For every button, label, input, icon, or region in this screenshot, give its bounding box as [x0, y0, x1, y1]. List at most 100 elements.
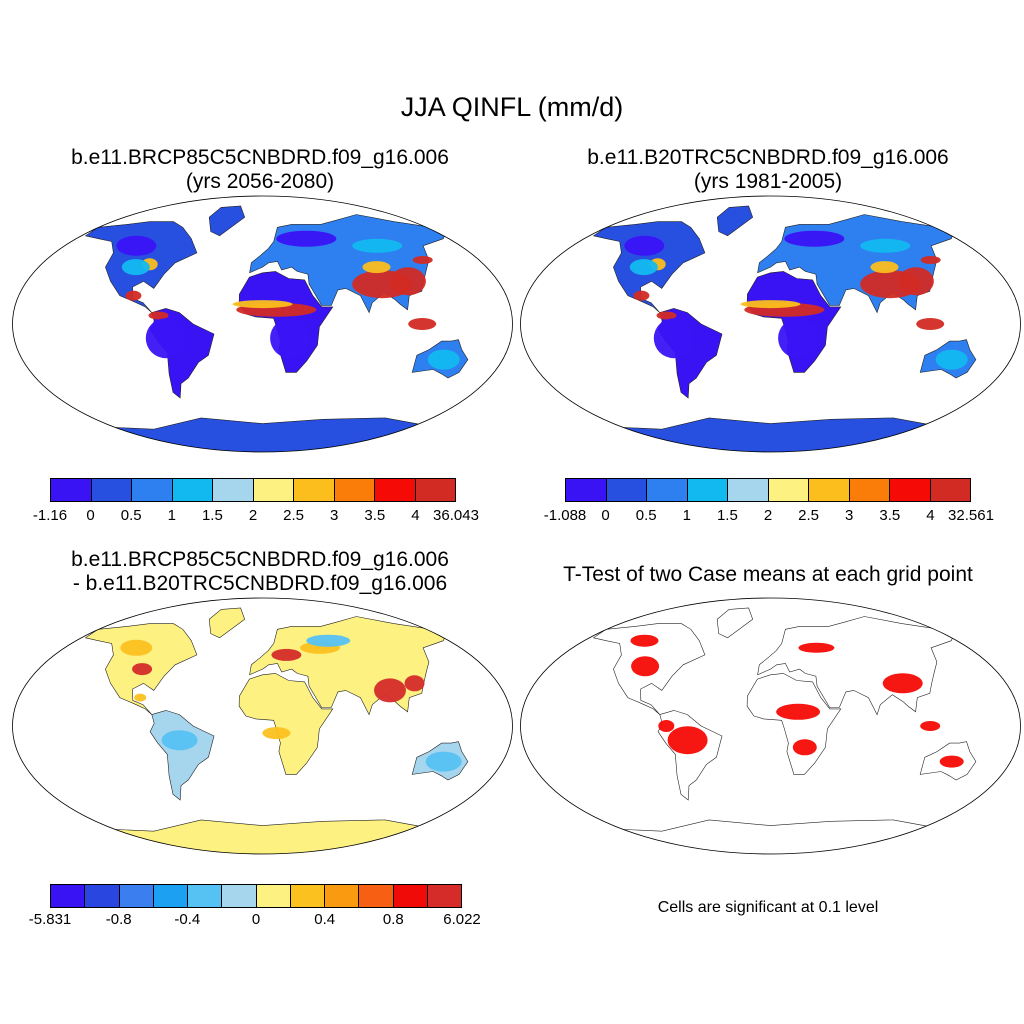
colorbar-swatch [213, 479, 254, 501]
significance-note: Cells are significant at 0.1 level [657, 899, 879, 916]
continent-africa [746, 673, 842, 775]
colorbar-tick-label: 3.5 [364, 507, 386, 524]
map-border [520, 597, 1021, 855]
figure-title: JJA QINFL (mm/d) [400, 92, 624, 122]
colorbar-swatch [728, 479, 769, 501]
colorbar-swatch [647, 479, 688, 501]
map-shading [656, 311, 677, 320]
panel3-colorbar [50, 884, 462, 908]
panel1-title-line2: (yrs 2056-2080) [185, 170, 335, 193]
map-shading [262, 727, 291, 740]
colorbar-swatch [325, 885, 360, 907]
map-shading [920, 256, 941, 264]
panel4-title: T-Test of two Case means at each grid po… [563, 563, 973, 586]
map-shading [631, 656, 660, 677]
colorbar-swatch [153, 885, 188, 907]
map-shading [374, 678, 406, 703]
colorbar-swatch [930, 479, 970, 501]
colorbar-tick-label: 3 [845, 507, 854, 524]
panel2-title: b.e11.B20TRC5CNBDRD.f09_g16.006 (yrs 198… [518, 146, 1018, 194]
colorbar-swatch [415, 479, 455, 501]
continent-greenland [716, 607, 754, 639]
map-shading [134, 693, 147, 702]
map-shading [145, 318, 186, 359]
colorbar-tick-label: 2 [763, 507, 773, 524]
map-shading [870, 261, 899, 274]
panel3-title: b.e11.BRCP85C5CNBDRD.f09_g16.006 - b.e11… [10, 548, 510, 596]
map-shading [270, 318, 311, 359]
colorbar-tick-label: 1 [682, 507, 691, 524]
map-shading [352, 238, 403, 253]
colorbar-tick-label: -0.4 [174, 911, 201, 928]
colorbar-tick-label: -5.831 [28, 911, 72, 928]
map-shading [412, 256, 433, 264]
map-shading [935, 349, 968, 370]
colorbar-tick-label: 0 [251, 911, 261, 928]
continent-greenland [716, 205, 754, 237]
colorbar-tick-label: 0.4 [314, 911, 336, 928]
map-shading [653, 318, 694, 359]
map-shading [916, 318, 945, 330]
map-shading [148, 311, 169, 320]
panel2-map [520, 195, 1021, 453]
colorbar-swatch [768, 479, 809, 501]
colorbar-tick-label: 1.5 [716, 507, 738, 524]
map-shading [778, 318, 819, 359]
continent-samerica [149, 710, 215, 801]
colorbar-tick-label: 32.561 [948, 507, 994, 524]
colorbar-tick-label: 0.5 [635, 507, 657, 524]
panel2-colorbar [565, 478, 971, 502]
colorbar-swatch [222, 885, 257, 907]
colorbar-swatch [393, 885, 428, 907]
map-shading [882, 673, 923, 694]
map-shading [271, 648, 302, 661]
panel2-title-line1: b.e11.B20TRC5CNBDRD.f09_g16.006 [587, 146, 949, 169]
panel1-colorbar-ticks: -1.16 0 0.5 1 1.5 2 2.5 3 3.5 4 36.043 [0, 507, 1024, 527]
map-shading [920, 721, 941, 731]
colorbar-tick-label: 3.5 [879, 507, 901, 524]
map-shading [120, 639, 153, 656]
panel3-title-line1: b.e11.BRCP85C5CNBDRD.f09_g16.006 [71, 548, 449, 571]
colorbar-swatch [375, 479, 416, 501]
map-shading [161, 730, 198, 751]
map-shading [897, 267, 934, 296]
colorbar-swatch [91, 479, 132, 501]
colorbar-swatch [687, 479, 728, 501]
panel1-map [12, 195, 513, 453]
map-shading [658, 720, 675, 732]
colorbar-swatch [188, 885, 223, 907]
panel3-map [12, 597, 513, 855]
colorbar-tick-label: 3 [330, 507, 339, 524]
colorbar-swatch [334, 479, 375, 501]
map-shading [740, 300, 801, 309]
continent-antarctica [601, 819, 941, 854]
continent-antarctica [601, 417, 941, 452]
map-shading [629, 259, 658, 276]
colorbar-tick-label: 0 [86, 507, 95, 524]
map-shading [425, 751, 462, 772]
colorbar-swatch [359, 885, 394, 907]
colorbar-swatch [256, 885, 291, 907]
colorbar-tick-label: 2 [248, 507, 258, 524]
map-shading [633, 290, 650, 301]
panel1-title-line1: b.e11.BRCP85C5CNBDRD.f09_g16.006 [71, 146, 449, 169]
map-shading [121, 259, 150, 276]
continent-africa [238, 673, 334, 775]
map-shading [276, 230, 337, 247]
colorbar-tick-label: 6.022 [443, 911, 481, 928]
colorbar-tick-label: -0.8 [105, 911, 132, 928]
colorbar-tick-label: 0.8 [382, 911, 404, 928]
colorbar-tick-label: 36.043 [433, 507, 479, 524]
map-shading [798, 642, 835, 653]
map-shading [427, 349, 460, 370]
continent-antarctica [93, 417, 433, 452]
colorbar-swatch [427, 885, 461, 907]
colorbar-swatch [294, 479, 335, 501]
map-shading [776, 703, 821, 720]
map-shading [624, 235, 665, 256]
map-shading [784, 230, 845, 247]
map-shading [667, 726, 708, 755]
map-shading [132, 663, 153, 676]
colorbar-swatch [253, 479, 294, 501]
map-shading [408, 318, 437, 330]
